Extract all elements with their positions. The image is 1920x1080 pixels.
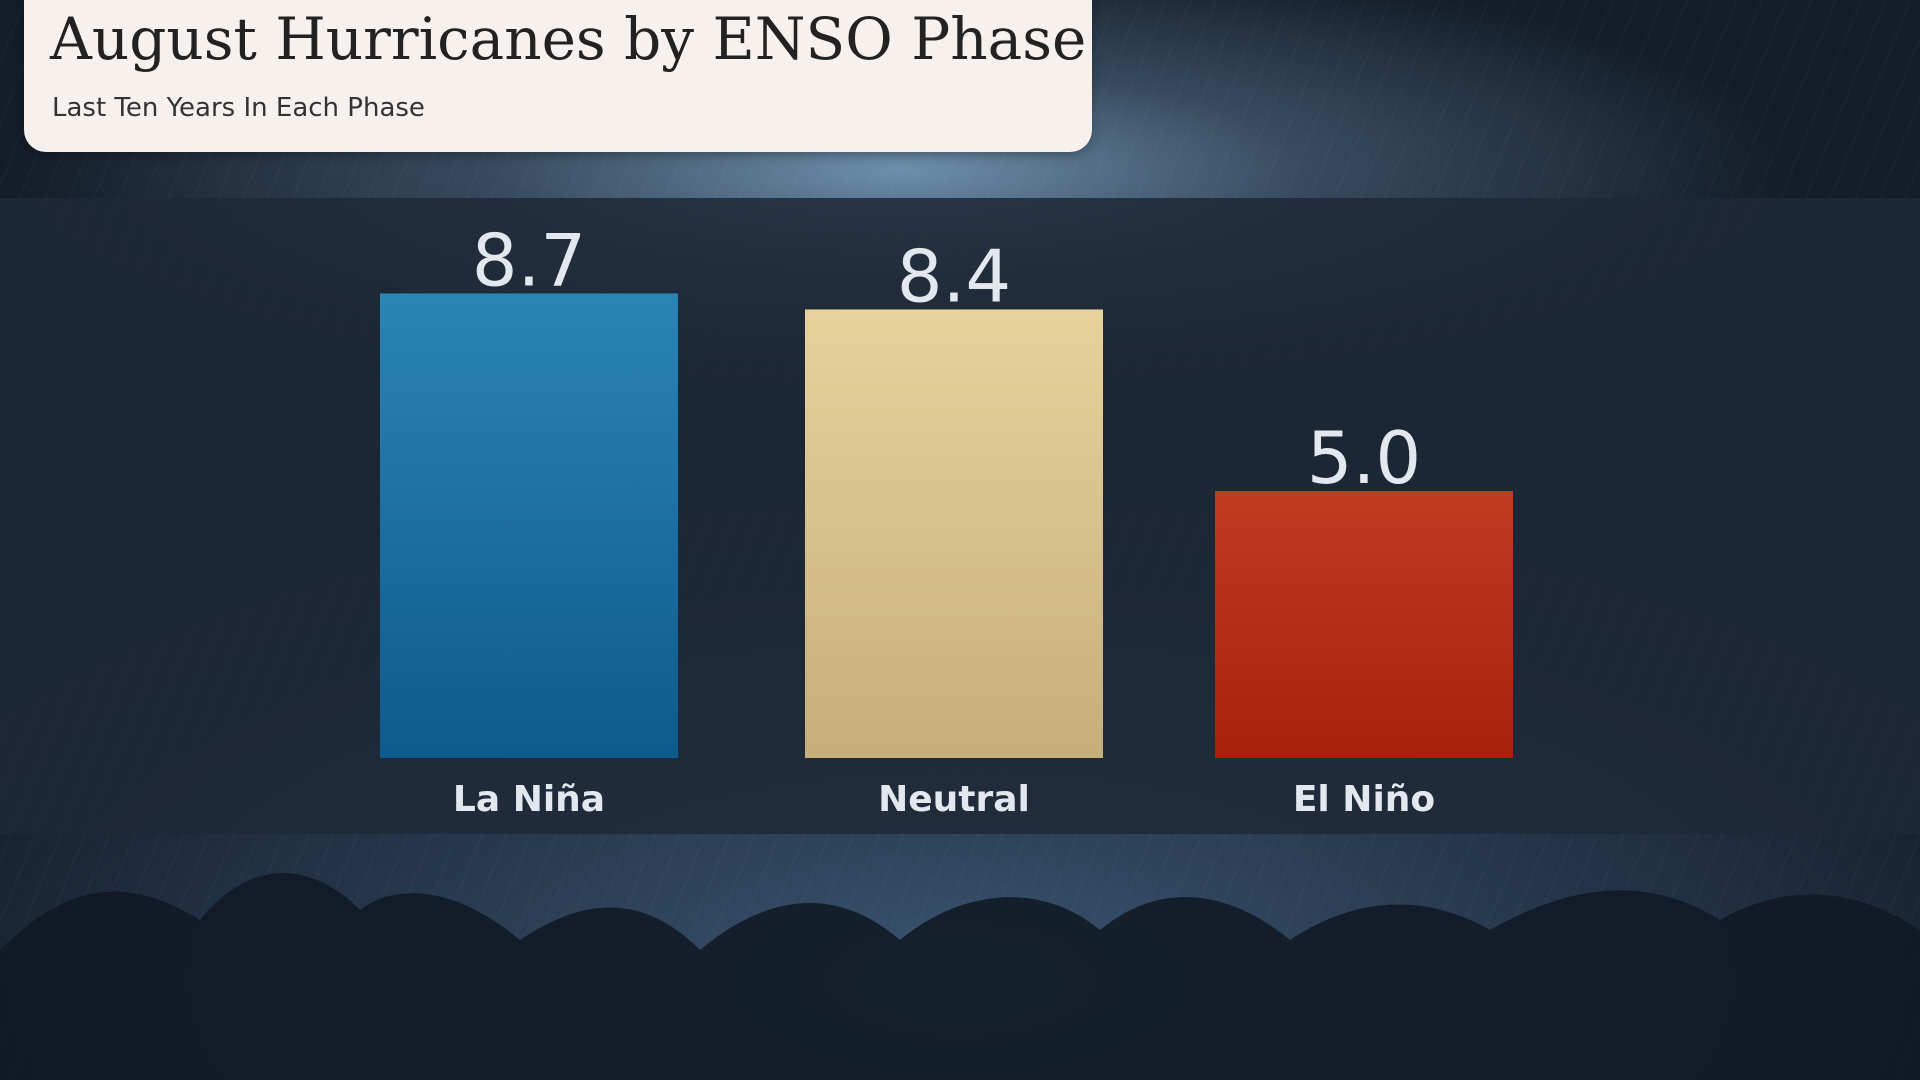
chart-subtitle: Last Ten Years In Each Phase — [52, 93, 425, 123]
value-label-neutral: 8.4 — [897, 234, 1012, 318]
chart-title: August Hurricanes by ENSO Phase — [50, 5, 1087, 73]
bar-la-nina — [380, 293, 678, 758]
category-label-la-nina: La Niña — [453, 779, 605, 820]
value-label-la-nina: 8.7 — [472, 218, 587, 302]
title-card: August Hurricanes by ENSO Phase Last Ten… — [24, 0, 1092, 152]
category-label-neutral: Neutral — [878, 779, 1030, 820]
category-label-el-nino: El Niño — [1293, 779, 1435, 820]
value-label-el-nino: 5.0 — [1307, 416, 1422, 500]
bar-neutral — [805, 309, 1103, 758]
palm-fronds-silhouette — [0, 872, 1920, 1080]
bar-el-nino — [1215, 491, 1513, 758]
